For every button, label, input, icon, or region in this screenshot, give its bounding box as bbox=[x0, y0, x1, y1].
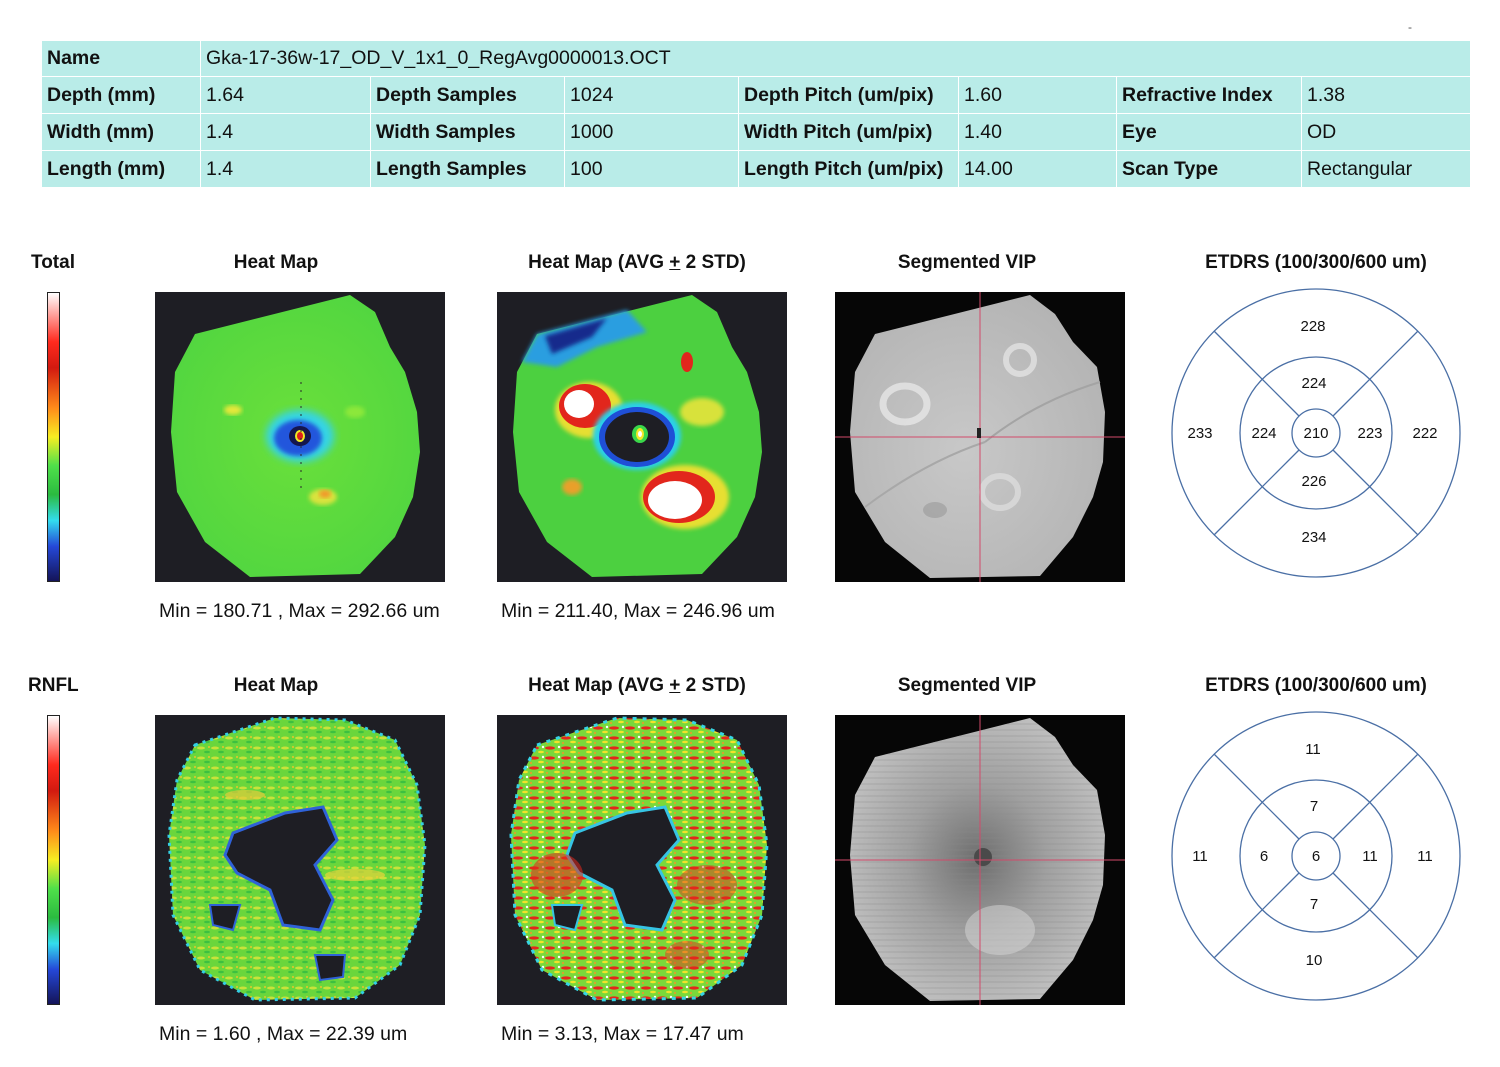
scan-name-value: Gka-17-36w-17_OD_V_1x1_0_RegAvg0000013.O… bbox=[200, 41, 1470, 77]
scan-type-value: Rectangular bbox=[1307, 157, 1413, 180]
std-title-prefix: Heat Map (AVG bbox=[528, 252, 670, 273]
plus-minus-sign: + bbox=[669, 675, 681, 696]
etdrs-center-value: 6 bbox=[1312, 848, 1320, 865]
info-row: Length (mm) 1.4 Length Samples 100 Lengt… bbox=[42, 150, 1470, 187]
total-std-heat-map bbox=[497, 292, 787, 582]
rnfl-std-map-title: Heat Map (AVG + 2 STD) bbox=[457, 675, 817, 697]
width-mm-value: 1.4 bbox=[200, 113, 371, 151]
etdrs-outer-superior-value: 11 bbox=[1305, 741, 1321, 758]
etdrs-outer-inferior-value: 10 bbox=[1306, 952, 1323, 969]
total-heat-map bbox=[155, 292, 445, 582]
total-etdrs-grid: 210 224 224 223 226 228 233 222 234 bbox=[1171, 288, 1461, 578]
rnfl-vip-title: Segmented VIP bbox=[897, 675, 1037, 696]
rnfl-std-heat-map-minmax: Min = 3.13, Max = 17.47 um bbox=[501, 1023, 744, 1045]
std-title-prefix: Heat Map (AVG bbox=[528, 675, 670, 696]
total-heat-map-minmax: Min = 180.71 , Max = 292.66 um bbox=[159, 600, 440, 622]
total-etdrs-title: ETDRS (100/300/600 um) bbox=[1205, 252, 1427, 273]
etdrs-inner-inferior-value: 7 bbox=[1310, 896, 1318, 913]
scan-name-label: Name bbox=[42, 41, 201, 77]
rnfl-section-label: RNFL bbox=[28, 675, 79, 696]
depth-pitch-label: Depth Pitch (um/pix) bbox=[738, 76, 959, 114]
etdrs-outer-nasal-value: 222 bbox=[1412, 425, 1437, 442]
info-row: Depth (mm) 1.64 Depth Samples 1024 Depth… bbox=[42, 76, 1470, 114]
rnfl-heat-map bbox=[155, 715, 445, 1005]
depth-mm-value: 1.64 bbox=[200, 76, 371, 114]
etdrs-outer-superior-value: 228 bbox=[1300, 318, 1325, 335]
width-pitch-label: Width Pitch (um/pix) bbox=[738, 113, 959, 151]
etdrs-outer-inferior-value: 234 bbox=[1301, 529, 1326, 546]
depth-samples-value: 1024 bbox=[564, 76, 739, 114]
width-samples-value: 1000 bbox=[564, 113, 739, 151]
width-samples-label: Width Samples bbox=[370, 113, 565, 151]
total-std-map-title: Heat Map (AVG + 2 STD) bbox=[457, 252, 817, 274]
refractive-index-label: Refractive Index bbox=[1116, 76, 1302, 114]
refractive-index-value: 1.38 bbox=[1301, 76, 1470, 114]
etdrs-inner-nasal-value: 11 bbox=[1362, 848, 1378, 865]
length-samples-label: Length Samples bbox=[370, 150, 565, 187]
total-color-scale-bar bbox=[47, 292, 60, 582]
length-pitch-value: 14.00 bbox=[958, 150, 1117, 187]
total-heat-map-title: Heat Map bbox=[233, 252, 319, 273]
total-std-heat-map-minmax: Min = 211.40, Max = 246.96 um bbox=[501, 600, 775, 622]
eye-value: OD bbox=[1301, 113, 1470, 151]
info-row: Width (mm) 1.4 Width Samples 1000 Width … bbox=[42, 113, 1470, 151]
scan-name-row: Name Gka-17-36w-17_OD_V_1x1_0_RegAvg0000… bbox=[42, 41, 1470, 77]
etdrs-center-value: 210 bbox=[1303, 425, 1328, 442]
scan-type-label: Scan Type bbox=[1116, 150, 1302, 187]
rnfl-heat-map-minmax: Min = 1.60 , Max = 22.39 um bbox=[159, 1023, 408, 1045]
width-mm-label: Width (mm) bbox=[42, 113, 201, 151]
rnfl-segmented-vip-image bbox=[835, 715, 1125, 1005]
etdrs-inner-nasal-value: 223 bbox=[1357, 425, 1382, 442]
etdrs-inner-superior-value: 7 bbox=[1310, 798, 1318, 815]
etdrs-outer-temporal-value: 11 bbox=[1192, 848, 1208, 865]
etdrs-inner-temporal-value: 6 bbox=[1260, 848, 1268, 865]
etdrs-inner-inferior-value: 226 bbox=[1301, 473, 1326, 490]
plus-minus-sign: + bbox=[669, 252, 681, 273]
etdrs-outer-temporal-value: 233 bbox=[1187, 425, 1212, 442]
width-pitch-value: 1.40 bbox=[958, 113, 1117, 151]
rnfl-color-scale-bar bbox=[47, 715, 60, 1005]
length-mm-value: 1.4 bbox=[200, 150, 371, 187]
depth-samples-label: Depth Samples bbox=[370, 76, 565, 114]
rnfl-std-heat-map bbox=[497, 715, 787, 1005]
etdrs-outer-nasal-value: 11 bbox=[1417, 848, 1433, 865]
rnfl-etdrs-title: ETDRS (100/300/600 um) bbox=[1205, 675, 1427, 696]
scan-info-table: Name Gka-17-36w-17_OD_V_1x1_0_RegAvg0000… bbox=[42, 41, 1470, 187]
std-title-suffix: 2 STD) bbox=[680, 675, 746, 696]
total-section-label: Total bbox=[31, 252, 75, 273]
etdrs-inner-superior-value: 224 bbox=[1301, 375, 1326, 392]
rnfl-etdrs-grid: 6 7 6 11 7 11 11 11 10 bbox=[1171, 711, 1461, 1001]
depth-mm-label: Depth (mm) bbox=[42, 76, 201, 114]
length-samples-value: 100 bbox=[564, 150, 739, 187]
rnfl-heat-map-title: Heat Map bbox=[233, 675, 319, 696]
length-mm-label: Length (mm) bbox=[42, 150, 201, 187]
std-title-suffix: 2 STD) bbox=[680, 252, 746, 273]
length-pitch-label: Length Pitch (um/pix) bbox=[738, 150, 959, 187]
depth-pitch-value: 1.60 bbox=[958, 76, 1117, 114]
eye-label: Eye bbox=[1116, 113, 1302, 151]
etdrs-inner-temporal-value: 224 bbox=[1251, 425, 1276, 442]
total-segmented-vip-image bbox=[835, 292, 1125, 582]
total-vip-title: Segmented VIP bbox=[897, 252, 1037, 273]
